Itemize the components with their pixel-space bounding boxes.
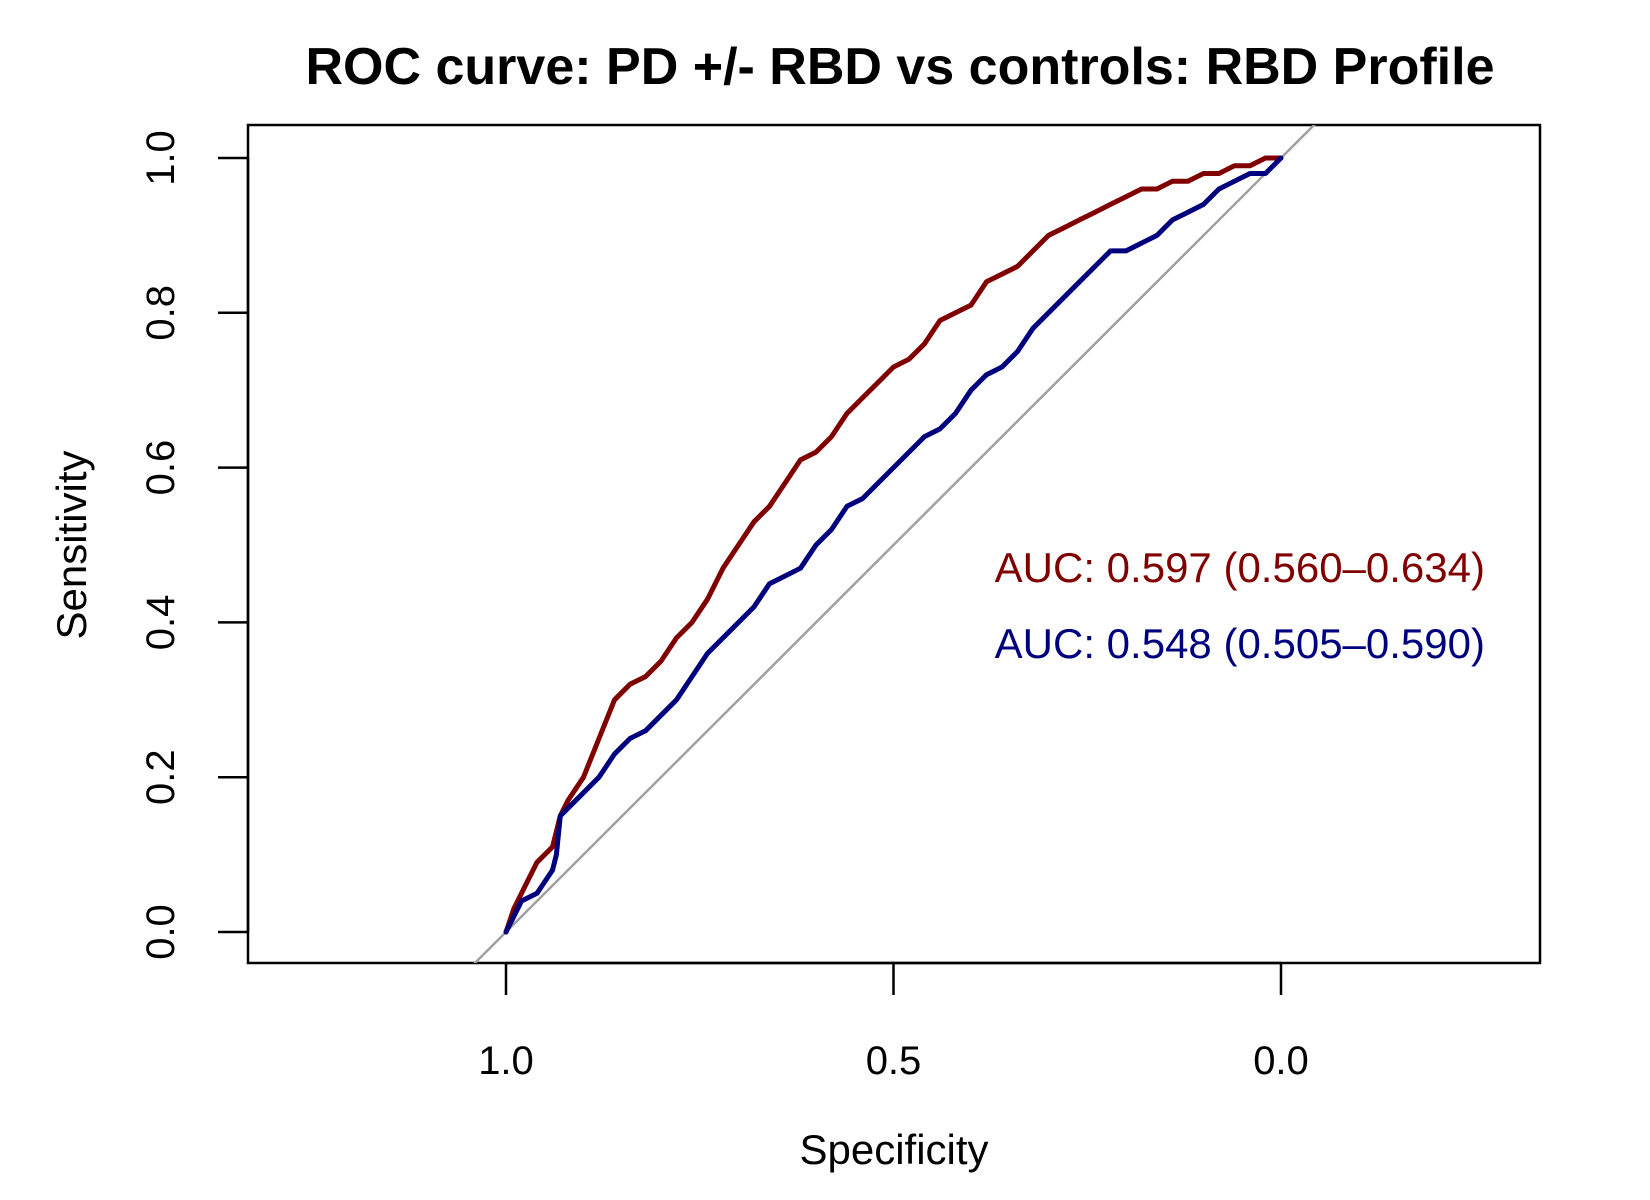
reference-diagonal-layer [473,125,1316,963]
y-tick-label: 0.2 [139,749,183,805]
series-layer [503,155,1284,935]
x-tick-label: 0.5 [866,1039,922,1083]
chart-title: ROC curve: PD +/- RBD vs controls: RBD P… [306,38,1495,96]
y-tick-label: 1.0 [139,130,183,186]
x-axis-label: Specificity [799,1126,988,1173]
y-tick-label: 0.0 [139,904,183,960]
reference-diagonal-line [473,125,1316,963]
y-tick-label: 0.8 [139,285,183,341]
x-tick-label: 0.0 [1253,1039,1309,1083]
auc-label-red: AUC: 0.597 (0.560–0.634) [995,544,1485,591]
y-tick-label: 0.4 [139,595,183,651]
x-tick-label: 1.0 [478,1039,534,1083]
auc-label-blue: AUC: 0.548 (0.505–0.590) [995,620,1485,667]
roc-curve-series-1 [503,155,1284,935]
x-axis: 1.0 0.5 0.0 [478,961,1309,1083]
roc-curve-series-2 [503,155,1284,935]
y-axis-label: Sensitivity [48,450,95,639]
y-axis: 0.0 0.2 0.4 0.6 0.8 1.0 [139,130,250,960]
y-tick-label: 0.6 [139,440,183,496]
